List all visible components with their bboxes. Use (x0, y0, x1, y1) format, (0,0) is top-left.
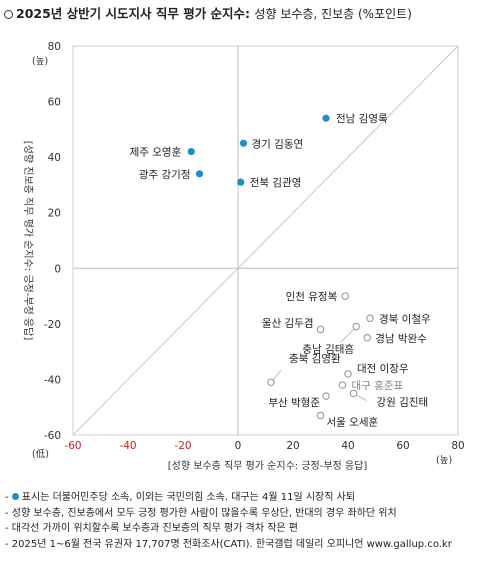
title-bullet-icon (4, 10, 13, 19)
data-point-label: 경북 이철우 (379, 312, 431, 325)
y-tick-label: -40 (44, 374, 61, 386)
y-axis-high-label: (높) (32, 56, 48, 67)
diagonal-reference-line (72, 45, 459, 436)
data-point-label: 제주 오영훈 (130, 146, 182, 159)
data-point-hollow (344, 370, 352, 378)
data-point-hollow (316, 411, 325, 420)
y-tick-label: 60 (48, 97, 61, 109)
x-axis-label: [성향 보수층 직무 평가 순지수: 긍정-부정 응답] (168, 460, 368, 472)
data-point-label: 충남 김태흠 (302, 343, 354, 356)
data-point-hollow (366, 314, 374, 323)
note-4: - 2025년 1~6월 전국 유권자 17,707명 전화조사(CATI). … (5, 538, 452, 550)
x-tick-label: 60 (396, 440, 409, 452)
data-point-hollow (267, 378, 275, 386)
data-point-label: 울산 김두겸 (262, 317, 314, 329)
data-point-label: 충북 김영환 (289, 353, 341, 365)
scatter-chart: -60 -40 -20 0 20 40 60 80 80 60 40 20 0 -20 -40 -60 (높) (… (22, 41, 465, 472)
data-point-label: 대구 홍준표 (352, 379, 404, 392)
data-point-label: 광주 강기정 (139, 169, 191, 181)
data-point-blue (237, 178, 245, 186)
data-point-hollow (338, 381, 347, 389)
plot-frame (72, 45, 459, 436)
data-point-label: 전북 김관영 (250, 177, 302, 189)
data-point-label: 전남 김영록 (336, 113, 388, 125)
y-tick-label: 80 (48, 41, 61, 53)
x-axis-high-label: (높) (436, 455, 452, 466)
data-point-label: 경기 김동연 (252, 137, 304, 150)
data-point-hollow (352, 322, 360, 331)
x-axis-low-label: (低) (32, 448, 49, 460)
data-point-label: 서울 오세훈 (327, 416, 379, 429)
data-point-blue (195, 170, 204, 178)
x-tick-label: -20 (174, 440, 191, 452)
y-tick-label: 20 (48, 208, 61, 220)
data-point-label: 부산 박형준 (268, 397, 320, 409)
data-point-hollow (316, 325, 325, 334)
data-point-blue (322, 114, 330, 122)
chart-subtitle: 성향 보수층, 진보층 (%포인트) (254, 7, 412, 21)
chart-notes: - 표시는 더불어민주당 소속, 이외는 국민의힘 소속. 대구는 4월 11일… (5, 490, 452, 552)
x-tick-label: 0 (235, 440, 242, 452)
x-tick-label: -40 (119, 440, 136, 452)
chart-title: 2025년 상반기 시도지사 직무 평가 순지수: 성향 보수층, 진보층 (%… (4, 3, 412, 22)
data-point-blue (187, 147, 195, 156)
data-point-label: 경남 박완수 (375, 332, 427, 345)
y-tick-label: -20 (44, 319, 61, 331)
data-point-hollow (322, 392, 330, 400)
x-tick-label: -60 (64, 440, 81, 452)
data-point-hollow (341, 292, 349, 300)
data-point-hollow (363, 333, 371, 342)
blue-dot-icon (11, 493, 19, 500)
data-point-label: 인천 유정복 (286, 291, 338, 303)
y-tick-label: 0 (54, 263, 61, 275)
y-tick-label: -60 (44, 430, 61, 442)
note-2: - 성향 보수층, 진보층에서 모두 긍정 평가한 사람이 많을수록 우상단, … (5, 507, 397, 519)
data-point-hollow (349, 389, 358, 398)
y-tick-label: 40 (48, 152, 61, 164)
x-tick-label: 80 (451, 440, 464, 452)
x-tick-label: 40 (341, 440, 354, 452)
chart-title-main: 2025년 상반기 시도지사 직무 평가 순지수: (16, 6, 251, 21)
data-point-blue (239, 139, 248, 147)
note-1: - 표시는 더불어민주당 소속, 이외는 국민의힘 소속. 대구는 4월 11일… (5, 492, 356, 503)
data-point-label: 강원 김진태 (377, 396, 429, 408)
data-point-label: 대전 이장우 (357, 363, 409, 375)
y-axis-label: [성향 진보층 직무 평가 순지수: 긍정-부정 응답] (22, 141, 34, 341)
x-tick-label: 20 (286, 440, 299, 452)
note-3: - 대각선 가까이 위치할수록 보수층과 진보층의 직무 평가 격차 작은 편 (5, 523, 298, 534)
